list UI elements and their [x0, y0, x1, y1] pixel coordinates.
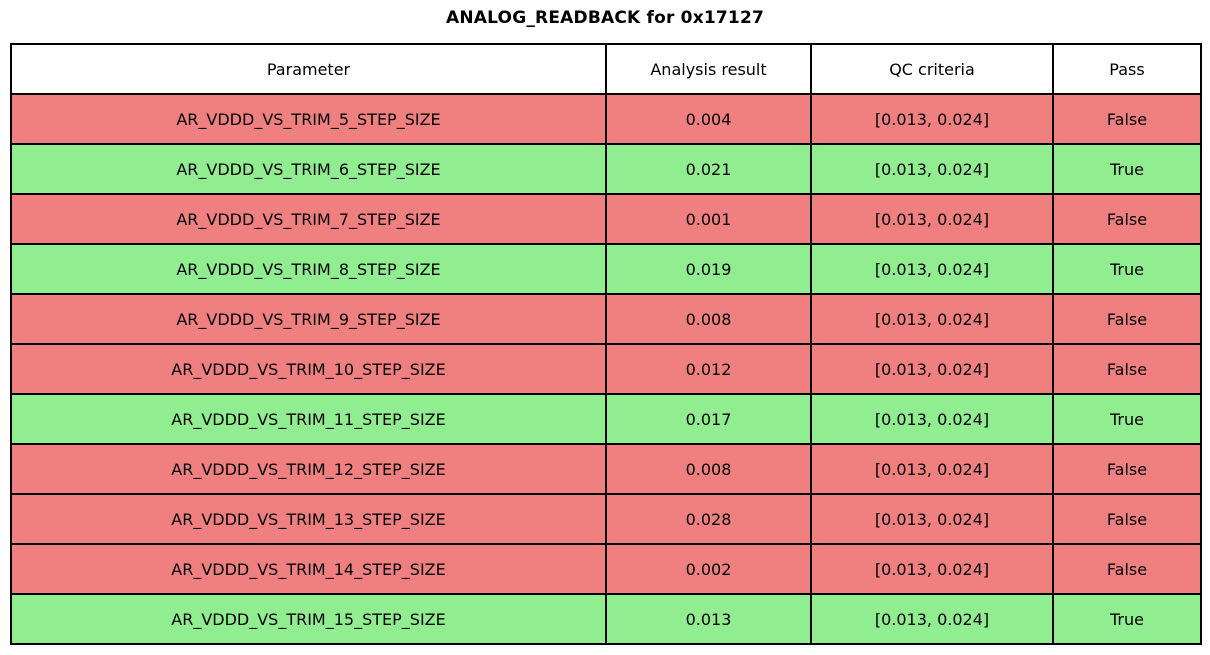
pass-cell: True	[1052, 143, 1202, 195]
qc-criteria-cell: [0.013, 0.024]	[810, 393, 1054, 445]
parameter-cell: AR_VDDD_VS_TRIM_13_STEP_SIZE	[10, 493, 607, 545]
parameter-cell: AR_VDDD_VS_TRIM_11_STEP_SIZE	[10, 393, 607, 445]
table-row: AR_VDDD_VS_TRIM_15_STEP_SIZE 0.013 [0.01…	[10, 593, 1202, 645]
qc-criteria-cell: [0.013, 0.024]	[810, 443, 1054, 495]
pass-cell: False	[1052, 493, 1202, 545]
table-row: AR_VDDD_VS_TRIM_5_STEP_SIZE 0.004 [0.013…	[10, 93, 1202, 145]
analysis-result-cell: 0.021	[605, 143, 812, 195]
table-row: AR_VDDD_VS_TRIM_8_STEP_SIZE 0.019 [0.013…	[10, 243, 1202, 295]
table-row: AR_VDDD_VS_TRIM_10_STEP_SIZE 0.012 [0.01…	[10, 343, 1202, 395]
analysis-result-cell: 0.017	[605, 393, 812, 445]
analysis-result-cell: 0.013	[605, 593, 812, 645]
qc-criteria-cell: [0.013, 0.024]	[810, 493, 1054, 545]
analysis-result-cell: 0.012	[605, 343, 812, 395]
pass-cell: True	[1052, 593, 1202, 645]
pass-cell: False	[1052, 293, 1202, 345]
parameter-cell: AR_VDDD_VS_TRIM_15_STEP_SIZE	[10, 593, 607, 645]
pass-cell: False	[1052, 443, 1202, 495]
qc-criteria-cell: [0.013, 0.024]	[810, 343, 1054, 395]
pass-cell: True	[1052, 243, 1202, 295]
column-header-parameter: Parameter	[10, 43, 607, 95]
table-row: AR_VDDD_VS_TRIM_7_STEP_SIZE 0.001 [0.013…	[10, 193, 1202, 245]
pass-cell: False	[1052, 343, 1202, 395]
qc-criteria-cell: [0.013, 0.024]	[810, 143, 1054, 195]
page-title: ANALOG_READBACK for 0x17127	[445, 8, 765, 28]
table-row: AR_VDDD_VS_TRIM_9_STEP_SIZE 0.008 [0.013…	[10, 293, 1202, 345]
pass-cell: False	[1052, 543, 1202, 595]
analysis-result-cell: 0.004	[605, 93, 812, 145]
analysis-result-cell: 0.008	[605, 443, 812, 495]
qc-criteria-cell: [0.013, 0.024]	[810, 93, 1054, 145]
parameter-cell: AR_VDDD_VS_TRIM_7_STEP_SIZE	[10, 193, 607, 245]
analysis-result-cell: 0.028	[605, 493, 812, 545]
analysis-result-cell: 0.001	[605, 193, 812, 245]
parameter-cell: AR_VDDD_VS_TRIM_5_STEP_SIZE	[10, 93, 607, 145]
table-row: AR_VDDD_VS_TRIM_12_STEP_SIZE 0.008 [0.01…	[10, 443, 1202, 495]
parameter-cell: AR_VDDD_VS_TRIM_14_STEP_SIZE	[10, 543, 607, 595]
pass-cell: True	[1052, 393, 1202, 445]
table-row: AR_VDDD_VS_TRIM_6_STEP_SIZE 0.021 [0.013…	[10, 143, 1202, 195]
pass-cell: False	[1052, 93, 1202, 145]
table-row: AR_VDDD_VS_TRIM_14_STEP_SIZE 0.002 [0.01…	[10, 543, 1202, 595]
table-row: AR_VDDD_VS_TRIM_11_STEP_SIZE 0.017 [0.01…	[10, 393, 1202, 445]
table-row: AR_VDDD_VS_TRIM_13_STEP_SIZE 0.028 [0.01…	[10, 493, 1202, 545]
qc-criteria-cell: [0.013, 0.024]	[810, 193, 1054, 245]
parameter-cell: AR_VDDD_VS_TRIM_8_STEP_SIZE	[10, 243, 607, 295]
parameter-cell: AR_VDDD_VS_TRIM_6_STEP_SIZE	[10, 143, 607, 195]
analysis-result-cell: 0.019	[605, 243, 812, 295]
qc-criteria-cell: [0.013, 0.024]	[810, 593, 1054, 645]
analysis-result-cell: 0.002	[605, 543, 812, 595]
column-header-qc-criteria: QC criteria	[810, 43, 1054, 95]
qc-criteria-cell: [0.013, 0.024]	[810, 243, 1054, 295]
parameter-cell: AR_VDDD_VS_TRIM_9_STEP_SIZE	[10, 293, 607, 345]
qc-criteria-cell: [0.013, 0.024]	[810, 543, 1054, 595]
table-header: Parameter Analysis result QC criteria Pa…	[10, 43, 1202, 95]
parameter-cell: AR_VDDD_VS_TRIM_10_STEP_SIZE	[10, 343, 607, 395]
column-header-analysis-result: Analysis result	[605, 43, 812, 95]
pass-cell: False	[1052, 193, 1202, 245]
table-body: AR_VDDD_VS_TRIM_5_STEP_SIZE 0.004 [0.013…	[10, 93, 1202, 645]
qc-criteria-cell: [0.013, 0.024]	[810, 293, 1054, 345]
header-row: Parameter Analysis result QC criteria Pa…	[10, 43, 1202, 95]
analysis-result-cell: 0.008	[605, 293, 812, 345]
qc-results-table: Parameter Analysis result QC criteria Pa…	[10, 43, 1202, 645]
column-header-pass: Pass	[1052, 43, 1202, 95]
parameter-cell: AR_VDDD_VS_TRIM_12_STEP_SIZE	[10, 443, 607, 495]
